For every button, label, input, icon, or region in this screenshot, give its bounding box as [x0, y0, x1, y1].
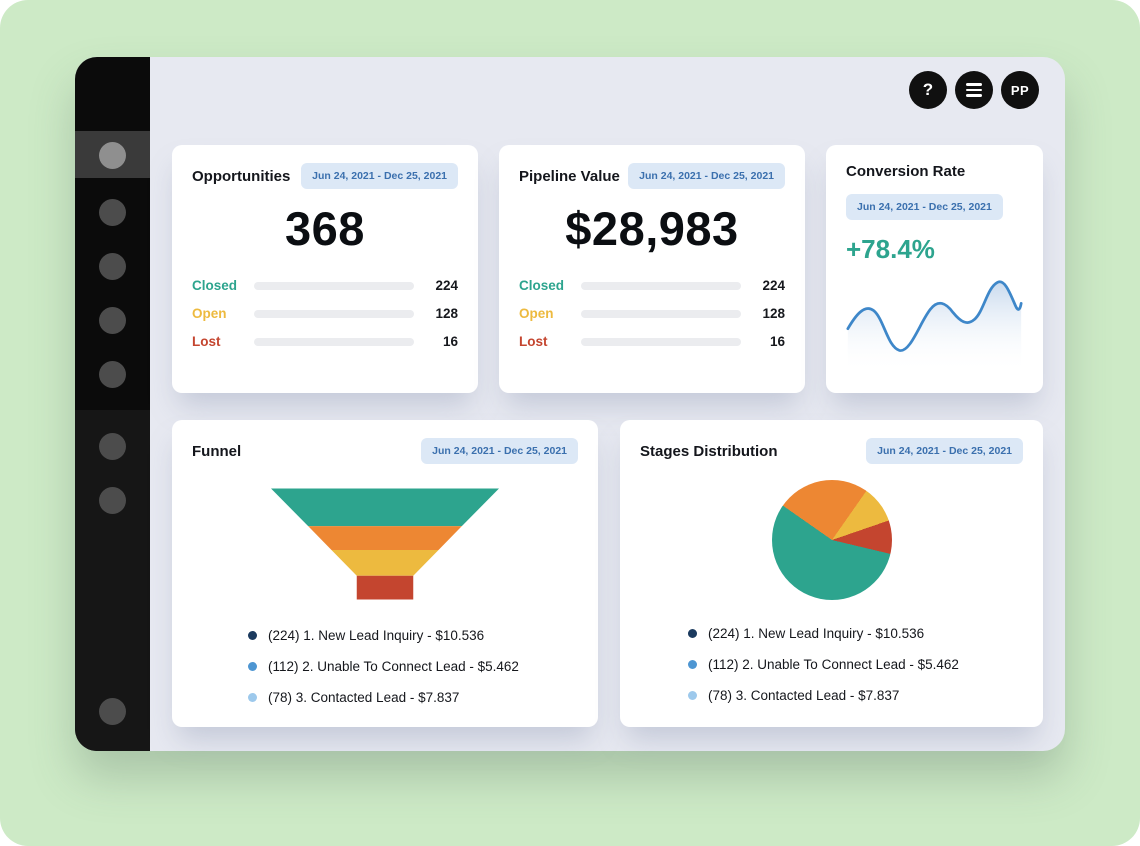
- pipeline-date-range-badge[interactable]: Jun 24, 2021 - Dec 25, 2021: [628, 163, 785, 189]
- legend-item: (112) 2. Unable To Connect Lead - $5.462: [248, 659, 578, 674]
- conversion-rate-title: Conversion Rate: [846, 163, 966, 180]
- funnel-date-range-badge[interactable]: Jun 24, 2021 - Dec 25, 2021: [421, 438, 578, 464]
- menu-button[interactable]: [955, 71, 993, 109]
- legend-item: (224) 1. New Lead Inquiry - $10.536: [688, 626, 1023, 641]
- sidebar-item-3-icon[interactable]: [99, 253, 126, 280]
- conversion-date-range-badge[interactable]: Jun 24, 2021 - Dec 25, 2021: [846, 194, 1003, 220]
- bar-label-closed: Closed: [192, 278, 238, 293]
- pipeline-value-title: Pipeline Value: [519, 167, 620, 185]
- pipeline-value-card: Pipeline Value Jun 24, 2021 - Dec 25, 20…: [499, 145, 817, 403]
- topbar: ? PP: [909, 71, 1039, 109]
- funnel-band-2: [308, 526, 462, 550]
- legend-item: (78) 3. Contacted Lead - $7.837: [248, 690, 578, 705]
- bar-track: [581, 309, 741, 318]
- funnel-title: Funnel: [192, 442, 242, 460]
- legend-item: (224) 1. New Lead Inquiry - $10.536: [248, 628, 578, 643]
- legend-label: (112) 2. Unable To Connect Lead - $5.462: [268, 659, 519, 674]
- legend-dot: [688, 691, 697, 700]
- avatar-initials: PP: [1010, 82, 1030, 98]
- bar-track: [581, 337, 741, 346]
- bar-track: [254, 309, 414, 318]
- help-icon: ?: [922, 80, 934, 99]
- funnel-chart: [271, 488, 499, 600]
- help-button[interactable]: ?: [909, 71, 947, 109]
- bar-label-open: Open: [192, 306, 227, 321]
- legend-dot: [688, 629, 697, 638]
- bar-value-lost: 16: [769, 334, 785, 349]
- sidebar-item-7-icon[interactable]: [99, 487, 126, 514]
- bar-value-lost: 16: [442, 334, 458, 349]
- opportunities-title: Opportunities: [192, 167, 291, 185]
- stages-date-range-badge[interactable]: Jun 24, 2021 - Dec 25, 2021: [866, 438, 1023, 464]
- opportunities-status-bars: Closed 224 Open 128 Lost 16: [192, 278, 458, 349]
- status-bar-row: Lost 16: [519, 334, 785, 349]
- legend-dot: [248, 693, 257, 702]
- sidebar-item-4-icon[interactable]: [99, 307, 126, 334]
- status-bar-row: Lost 16: [192, 334, 458, 349]
- app-window: ? PP Opportunities Jun 24, 2021 - Dec 25…: [75, 57, 1065, 751]
- status-bar-row: Open 128: [192, 306, 458, 321]
- funnel-band-4: [356, 575, 414, 600]
- sidebar: [75, 57, 150, 751]
- bar-value-closed: 224: [435, 278, 458, 293]
- stages-distribution-title: Stages Distribution: [640, 442, 778, 460]
- status-bar-row: Closed 224: [519, 278, 785, 293]
- line-chart-area: [847, 281, 1022, 373]
- pipeline-status-bars: Closed 224 Open 128 Lost 16: [519, 278, 785, 349]
- bar-label-open: Open: [519, 306, 554, 321]
- bar-track: [254, 337, 414, 346]
- legend-item: (112) 2. Unable To Connect Lead - $5.462: [688, 657, 1023, 672]
- stages-pie-chart: [771, 480, 892, 600]
- legend-label: (78) 3. Contacted Lead - $7.837: [268, 690, 460, 705]
- conversion-rate-line-chart: [846, 269, 1023, 373]
- funnel-band-1: [271, 488, 499, 527]
- hamburger-icon: [966, 83, 982, 97]
- stages-legend: (224) 1. New Lead Inquiry - $10.536 (112…: [688, 626, 1023, 703]
- sidebar-lower-section: [75, 410, 150, 751]
- legend-label: (224) 1. New Lead Inquiry - $10.536: [268, 628, 485, 643]
- funnel-legend: (224) 1. New Lead Inquiry - $10.536 (112…: [248, 628, 578, 705]
- pipeline-total-value: $28,983: [565, 202, 739, 255]
- sidebar-item-6-icon[interactable]: [99, 433, 126, 460]
- legend-label: (224) 1. New Lead Inquiry - $10.536: [708, 626, 925, 641]
- conversion-rate-value: +78.4%: [846, 234, 935, 264]
- legend-dot: [248, 662, 257, 671]
- sidebar-item-5-icon[interactable]: [99, 361, 126, 388]
- stages-distribution-card: Stages Distribution Jun 24, 2021 - Dec 2…: [620, 420, 1043, 727]
- legend-item: (78) 3. Contacted Lead - $7.837: [688, 688, 1023, 703]
- line-chart-line: [846, 280, 1023, 352]
- status-bar-row: Open 128: [519, 306, 785, 321]
- bar-track: [581, 281, 741, 290]
- legend-dot: [248, 631, 257, 640]
- bar-label-lost: Lost: [519, 334, 548, 349]
- funnel-card: Funnel Jun 24, 2021 - Dec 25, 2021 (224)…: [172, 420, 598, 727]
- legend-label: (112) 2. Unable To Connect Lead - $5.462: [708, 657, 959, 672]
- opportunities-total-value: 368: [285, 202, 365, 255]
- legend-dot: [688, 660, 697, 669]
- sidebar-item-8-icon[interactable]: [99, 698, 126, 725]
- bar-value-open: 128: [435, 306, 458, 321]
- status-bar-row: Closed 224: [192, 278, 458, 293]
- bar-label-closed: Closed: [519, 278, 565, 293]
- avatar[interactable]: PP: [1001, 71, 1039, 109]
- bar-value-closed: 224: [762, 278, 785, 293]
- legend-label: (78) 3. Contacted Lead - $7.837: [708, 688, 900, 703]
- opportunities-card: Opportunities Jun 24, 2021 - Dec 25, 202…: [172, 145, 490, 403]
- bar-value-open: 128: [762, 306, 785, 321]
- bar-track: [254, 281, 414, 290]
- conversion-rate-card: Conversion Rate Jun 24, 2021 - Dec 25, 2…: [826, 145, 1055, 403]
- sidebar-item-1-icon[interactable]: [99, 142, 126, 169]
- bar-label-lost: Lost: [192, 334, 221, 349]
- sidebar-item-2-icon[interactable]: [99, 199, 126, 226]
- opportunities-date-range-badge[interactable]: Jun 24, 2021 - Dec 25, 2021: [301, 163, 458, 189]
- funnel-band-3: [331, 549, 439, 576]
